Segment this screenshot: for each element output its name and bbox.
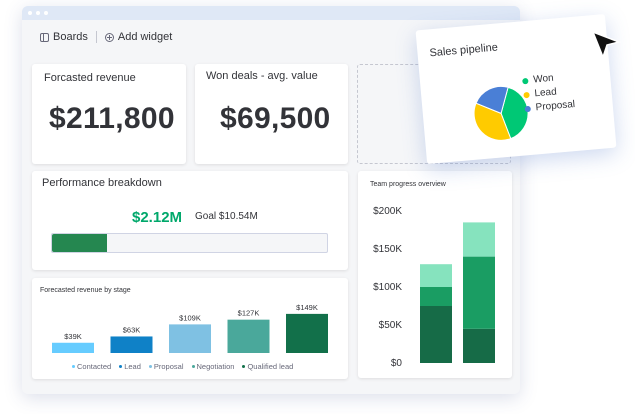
mouse-pointer-icon <box>591 30 621 60</box>
y-tick-label: $150K <box>373 244 402 255</box>
legend-item: Lead <box>119 362 141 371</box>
legend-label: Contacted <box>77 362 112 371</box>
sales-pipeline-widget[interactable]: Sales pipeline Won Lead Proposal <box>415 13 617 165</box>
y-tick-label: $50K <box>379 320 403 331</box>
y-tick-label: $100K <box>373 282 402 293</box>
performance-goal: Goal $10.54M <box>195 211 258 222</box>
performance-progress-bar <box>51 233 328 253</box>
legend-swatch <box>119 365 123 368</box>
forecasted-revenue-widget[interactable]: Forcasted revenue $211,800 <box>32 64 186 164</box>
toolbar-divider <box>95 31 97 43</box>
stage-bar-label: $127K <box>238 309 260 318</box>
stage-bar[interactable] <box>110 336 153 353</box>
legend-label: Proposal <box>153 362 184 371</box>
widget-title: Forecasted revenue by stage <box>40 287 131 294</box>
window-dot[interactable] <box>36 11 40 15</box>
legend-item: Proposal <box>148 362 184 371</box>
legend-swatch <box>523 91 530 98</box>
legend-swatch <box>242 365 246 368</box>
widget-title: Forcasted revenue <box>44 72 136 84</box>
window-dot[interactable] <box>28 11 32 15</box>
performance-value: $2.12M <box>132 209 183 226</box>
boards-button[interactable]: Boards <box>40 31 88 43</box>
legend-swatch <box>524 105 531 112</box>
revenue-by-stage-widget[interactable]: Forecasted revenue by stage $39K $63K $109… <box>32 278 348 379</box>
widget-title: Team progress overview <box>370 181 446 188</box>
won-deals-value: $69,500 <box>220 102 331 135</box>
stage-bar[interactable] <box>286 313 328 353</box>
legend-label: Lead <box>124 362 141 371</box>
won-deals-widget[interactable]: Won deals - avg. value $69,500 <box>195 64 348 164</box>
legend-item-proposal: Proposal <box>524 99 576 114</box>
stacked-bar-segment[interactable] <box>420 306 452 363</box>
stage-bar-label: $109K <box>179 313 201 322</box>
pie-slice[interactable] <box>473 100 512 142</box>
team-progress-widget[interactable]: Team progress overview $0 $50K $100K $150K $… <box>358 171 512 378</box>
performance-progress-fill <box>52 234 107 252</box>
sales-pipeline-pie <box>473 85 530 142</box>
stage-bar-label: $63K <box>123 325 141 334</box>
legend-item-lead: Lead <box>523 85 574 100</box>
legend-swatch <box>72 365 75 368</box>
legend-label: Negotiation <box>196 362 235 371</box>
legend-item: Negotiation <box>191 362 235 371</box>
pie-legend: Won Lead Proposal <box>522 71 576 117</box>
pie-slice[interactable] <box>499 86 530 140</box>
add-widget-label: Add widget <box>117 31 173 43</box>
stage-bar[interactable] <box>52 342 94 353</box>
y-tick-label: $0 <box>391 358 403 369</box>
legend-item: Qualified lead <box>242 362 293 371</box>
team-progress-chart: $0 $50K $100K $150K $200K <box>373 206 495 369</box>
legend-swatch <box>148 365 152 368</box>
widget-title: Won deals - avg. value <box>206 70 318 82</box>
stacked-bar-segment[interactable] <box>463 256 495 329</box>
stacked-bar-segment[interactable] <box>463 222 495 257</box>
widget-title: Performance breakdown <box>42 177 162 189</box>
y-tick-label: $200K <box>373 206 402 217</box>
widget-title: Sales pipeline <box>429 41 499 60</box>
pie-slice[interactable] <box>475 85 510 116</box>
legend-label: Qualified lead <box>247 362 294 371</box>
legend-swatch <box>522 77 529 84</box>
stage-bar-label: $149K <box>296 303 318 312</box>
window-dot[interactable] <box>44 11 48 15</box>
legend-item: Contacted <box>72 362 111 371</box>
performance-breakdown-widget[interactable]: Performance breakdown <box>32 171 348 270</box>
stacked-bar-segment[interactable] <box>420 287 452 306</box>
add-widget-button[interactable]: Add widget <box>104 31 173 43</box>
stacked-bar-segment[interactable] <box>463 328 495 363</box>
chart-legend: Contacted Lead Proposal Negotiation Qualifie… <box>72 362 293 371</box>
dashboard-toolbar: Boards Add widget <box>22 20 520 54</box>
window-titlebar <box>22 6 520 20</box>
forecasted-revenue-value: $211,800 <box>49 102 175 135</box>
revenue-by-stage-chart: $39K $63K $109K $127K $149K <box>52 303 328 353</box>
stage-bar-label: $39K <box>64 332 82 341</box>
board-icon <box>40 32 49 42</box>
stage-bar[interactable] <box>169 324 211 353</box>
add-circle-icon <box>104 32 114 42</box>
boards-label: Boards <box>53 31 88 43</box>
legend-swatch <box>191 365 195 368</box>
stage-bar[interactable] <box>227 319 270 353</box>
stacked-bar-segment[interactable] <box>420 264 452 287</box>
